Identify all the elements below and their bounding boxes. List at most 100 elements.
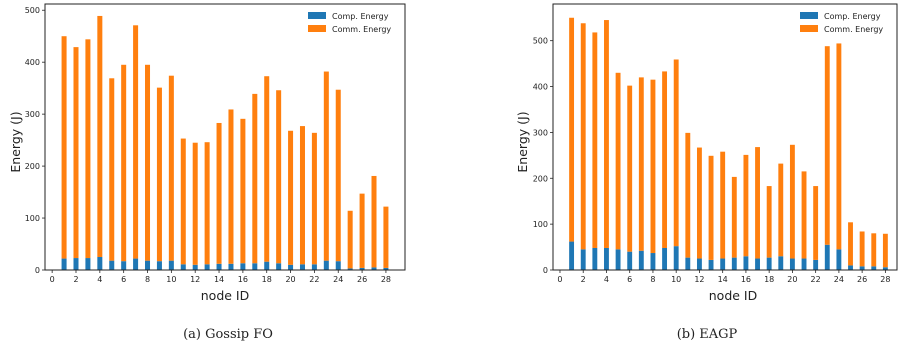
comm-energy-bar-3 <box>85 39 91 259</box>
x-tick-label: 22 <box>811 275 821 284</box>
comp-energy-bar-19 <box>778 256 784 270</box>
comm-energy-bar-18 <box>766 186 772 258</box>
comm-energy-bar-11 <box>180 138 186 265</box>
comm-energy-bar-15 <box>731 176 737 258</box>
x-tick-label: 24 <box>333 275 343 284</box>
comm-energy-bar-23 <box>323 71 329 261</box>
comp-energy-bar-11 <box>685 257 691 270</box>
comm-energy-bar-25 <box>848 222 853 266</box>
comp-energy-bar-4 <box>604 247 609 270</box>
x-tick-label: 18 <box>262 275 272 284</box>
comm-energy-bar-13 <box>204 142 210 265</box>
comp-energy-bar-16 <box>240 263 246 270</box>
legend-swatch-comm <box>308 25 326 32</box>
x-tick-label: 26 <box>357 275 367 284</box>
comp-energy-bar-21 <box>299 264 305 270</box>
comm-energy-bar-23 <box>824 46 830 245</box>
plot-frame <box>44 3 406 271</box>
comp-energy-bar-1 <box>61 258 67 270</box>
comm-energy-bar-21 <box>299 126 305 265</box>
comm-energy-bar-9 <box>156 87 162 262</box>
comp-energy-bar-28 <box>383 267 389 270</box>
x-tick-label: 10 <box>166 275 176 284</box>
comp-energy-bar-14 <box>216 263 222 270</box>
comp-energy-bar-13 <box>204 264 210 270</box>
comp-energy-bar-25 <box>848 265 853 270</box>
comp-energy-bar-2 <box>73 258 79 270</box>
x-tick-label: 6 <box>121 275 126 284</box>
x-tick-label: 20 <box>285 275 295 284</box>
y-tick-label: 400 <box>25 58 40 67</box>
comm-energy-bar-7 <box>133 25 139 259</box>
comm-energy-bar-1 <box>569 17 575 242</box>
x-tick-label: 4 <box>97 275 102 284</box>
legend-label-comp: Comp. Energy <box>824 12 881 21</box>
comp-energy-bar-17 <box>252 263 258 270</box>
comm-energy-bar-27 <box>871 233 877 267</box>
x-tick-label: 24 <box>834 275 844 284</box>
comm-energy-bar-28 <box>882 233 888 268</box>
comm-energy-bar-19 <box>276 90 282 264</box>
comm-energy-bar-7 <box>638 77 644 251</box>
comm-energy-bar-10 <box>673 59 679 247</box>
comp-energy-bar-19 <box>276 263 282 270</box>
comm-energy-bar-15 <box>228 109 234 264</box>
comm-energy-bar-1 <box>61 36 67 259</box>
comp-energy-bar-22 <box>311 264 317 270</box>
comp-energy-bar-14 <box>720 258 726 270</box>
caption: (b) EAGP <box>677 327 738 342</box>
comm-energy-bar-18 <box>264 76 270 262</box>
comp-energy-bar-2 <box>580 249 586 270</box>
x-axis-label: node ID <box>201 288 249 303</box>
y-tick-label: 0 <box>543 266 548 275</box>
comp-energy-bar-26 <box>859 266 865 270</box>
comm-energy-bar-8 <box>145 64 151 261</box>
y-tick-label: 300 <box>25 110 40 119</box>
x-tick-label: 16 <box>741 275 751 284</box>
x-tick-label: 10 <box>671 275 681 284</box>
comp-energy-bar-7 <box>133 258 139 270</box>
comm-energy-bar-26 <box>359 193 365 268</box>
comm-energy-bar-16 <box>240 118 246 264</box>
comp-energy-bar-26 <box>359 267 365 270</box>
x-tick-label: 12 <box>694 275 704 284</box>
legend-label-comm: Comm. Energy <box>824 25 883 34</box>
comp-energy-bar-5 <box>615 249 621 270</box>
x-tick-label: 16 <box>238 275 248 284</box>
x-tick-label: 28 <box>880 275 890 284</box>
y-axis-label: Energy (J) <box>8 111 23 172</box>
comm-energy-bar-10 <box>168 75 174 261</box>
comm-energy-bar-19 <box>778 163 784 257</box>
comp-energy-bar-23 <box>323 260 329 270</box>
comp-energy-bar-11 <box>180 264 186 270</box>
comm-energy-bar-5 <box>109 78 115 261</box>
comm-energy-bar-28 <box>383 206 389 268</box>
comp-energy-bar-27 <box>871 266 877 270</box>
comm-energy-bar-22 <box>813 186 819 260</box>
comp-energy-bar-12 <box>192 264 198 270</box>
comm-energy-bar-21 <box>801 171 807 259</box>
comm-energy-bar-6 <box>121 64 127 262</box>
comm-energy-bar-12 <box>696 147 702 259</box>
comp-energy-bar-12 <box>696 258 702 270</box>
legend: Comp. Energy Comm. Energy <box>800 12 883 34</box>
comp-energy-bar-9 <box>662 247 668 270</box>
x-tick-label: 2 <box>581 275 586 284</box>
comm-energy-bar-16 <box>743 154 749 257</box>
comp-energy-bar-5 <box>109 260 115 270</box>
comm-energy-bar-25 <box>347 210 353 269</box>
x-tick-label: 4 <box>604 275 609 284</box>
comm-energy-bar-24 <box>335 89 341 262</box>
comm-energy-bar-20 <box>789 144 795 259</box>
y-tick-label: 200 <box>533 174 548 183</box>
comp-energy-bar-24 <box>335 261 341 270</box>
legend-label-comp: Comp. Energy <box>332 12 389 21</box>
x-tick-label: 6 <box>627 275 632 284</box>
comp-energy-bar-4 <box>97 257 103 270</box>
legend-label-comm: Comm. Energy <box>332 25 391 34</box>
caption: (a) Gossip FO <box>183 327 273 342</box>
x-tick-label: 8 <box>650 275 655 284</box>
comm-energy-bar-5 <box>615 72 621 250</box>
comm-energy-bar-9 <box>662 71 668 248</box>
comm-energy-bar-27 <box>371 175 377 268</box>
